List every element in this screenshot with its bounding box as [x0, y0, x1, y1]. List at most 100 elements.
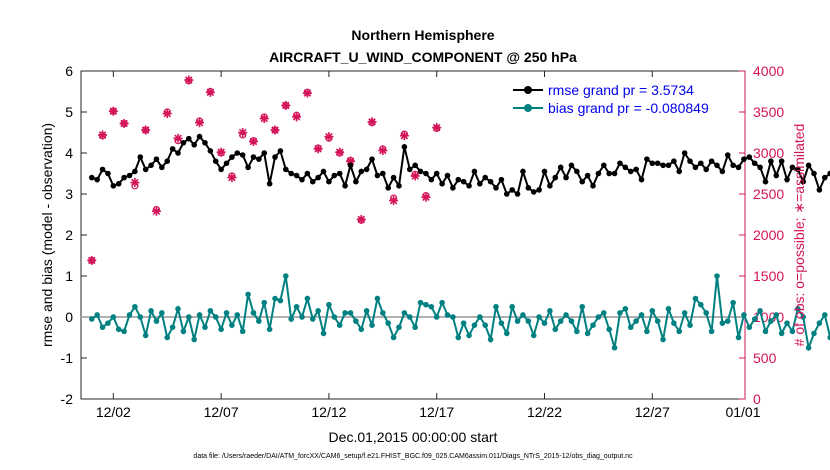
- legend-bias-marker: [524, 104, 532, 112]
- bias-point: [450, 314, 456, 320]
- bias-point: [288, 316, 294, 322]
- rmse-point: [692, 164, 699, 171]
- rmse-point: [805, 162, 812, 169]
- rmse-point: [811, 170, 817, 177]
- bias-point: [751, 316, 758, 322]
- y2-tick-label: 2000: [753, 227, 784, 243]
- rmse-point: [493, 185, 499, 191]
- rmse-point: [336, 170, 343, 177]
- bias-point: [466, 332, 472, 339]
- bias-point: [568, 318, 575, 324]
- bias-point: [530, 332, 537, 339]
- bias-point: [638, 312, 645, 318]
- bias-point: [304, 295, 311, 302]
- rmse-point: [380, 170, 386, 177]
- bias-point: [433, 314, 440, 320]
- x-axis: 12/02 12/07 12/12 12/17 12/22 12/27 01/01: [96, 71, 761, 420]
- obs-assimilated-point: [173, 133, 183, 143]
- bias-point: [99, 324, 106, 331]
- bias-point: [126, 312, 133, 318]
- rmse-point: [816, 187, 823, 193]
- obs-assimilated-point: [248, 137, 258, 147]
- rmse-point: [212, 158, 219, 164]
- bias-point: [245, 291, 251, 298]
- bias-point: [579, 303, 586, 310]
- rmse-point: [724, 152, 731, 158]
- bias-point: [185, 314, 192, 320]
- rmse-point: [283, 166, 289, 173]
- rmse-point: [557, 164, 564, 171]
- bias-point: [514, 318, 521, 324]
- obs-assimilated-point: [432, 123, 442, 133]
- bias-point: [250, 310, 257, 316]
- rmse-point: [137, 154, 144, 160]
- bias-point: [153, 318, 160, 324]
- rmse-point: [455, 176, 462, 183]
- bias-point: [401, 310, 408, 316]
- bias-point: [272, 295, 278, 302]
- rmse-point: [568, 162, 575, 169]
- bias-point: [471, 322, 478, 329]
- bias-point: [633, 318, 639, 324]
- bias-point: [423, 301, 429, 308]
- rmse-point: [293, 172, 300, 179]
- obs-assimilated-point: [98, 130, 108, 140]
- x-axis-label: Dec.01,2015 00:00:00 start: [329, 429, 498, 445]
- rmse-point: [406, 166, 413, 173]
- bias-point: [164, 334, 171, 341]
- bias-point: [676, 328, 683, 335]
- rmse-point: [229, 154, 235, 160]
- obs-assimilated-point: [421, 192, 431, 202]
- rmse-point: [714, 162, 720, 169]
- rmse-point: [660, 162, 666, 169]
- bias-point: [665, 306, 672, 312]
- y2-tick-label: 3000: [753, 145, 784, 161]
- rmse-point: [762, 178, 769, 185]
- bias-point: [811, 330, 817, 337]
- rmse-point: [94, 176, 100, 183]
- rmse-point: [396, 183, 402, 189]
- data-file-note: data file: /Users/raeder/DAI/ATM_forcXX/…: [193, 453, 633, 460]
- rmse-point: [466, 183, 472, 189]
- bias-point: [326, 301, 332, 308]
- obs-assimilated-point: [205, 87, 215, 97]
- rmse-point: [627, 168, 634, 175]
- rmse-point: [520, 168, 526, 175]
- rmse-point: [223, 160, 230, 167]
- y-tick-label: 1: [65, 268, 73, 284]
- y-tick-label: 3: [65, 186, 73, 202]
- y-tick-label: 2: [65, 227, 73, 243]
- rmse-point: [530, 189, 537, 195]
- rmse-point: [681, 150, 688, 156]
- bias-point: [649, 308, 656, 314]
- rmse-point: [444, 172, 451, 179]
- bias-point: [660, 336, 666, 343]
- obs-assimilated-point: [410, 171, 420, 181]
- bias-point: [105, 320, 111, 326]
- rmse-point: [185, 135, 192, 142]
- legend: rmse grand pr = 3.5734 bias grand pr = -…: [513, 82, 709, 116]
- rmse-point: [331, 172, 338, 179]
- obs-assimilated-point: [151, 206, 161, 216]
- chart-subtitle: AIRCRAFT_U_WIND_COMPONENT @ 250 hPa: [269, 49, 577, 65]
- obs-assimilated-point: [399, 131, 409, 141]
- bias-point: [88, 316, 95, 322]
- obs-assimilated-point: [378, 146, 388, 156]
- rmse-point: [611, 170, 618, 177]
- rmse-point: [590, 183, 596, 189]
- y2-tick-label: 500: [753, 350, 777, 366]
- obs-assimilated-point: [313, 144, 323, 154]
- chart-title: Northern Hemisphere: [351, 27, 494, 43]
- bias-point: [223, 310, 230, 316]
- y2-tick-label: 4000: [753, 63, 784, 79]
- bias-point: [654, 318, 661, 324]
- rmse-point: [574, 168, 580, 175]
- bias-point: [584, 330, 591, 337]
- bias-point: [557, 318, 564, 324]
- rmse-point: [288, 170, 294, 177]
- legend-rmse-label: rmse grand pr = 3.5734: [548, 82, 694, 98]
- rmse-point: [800, 178, 807, 185]
- bias-point: [159, 310, 165, 316]
